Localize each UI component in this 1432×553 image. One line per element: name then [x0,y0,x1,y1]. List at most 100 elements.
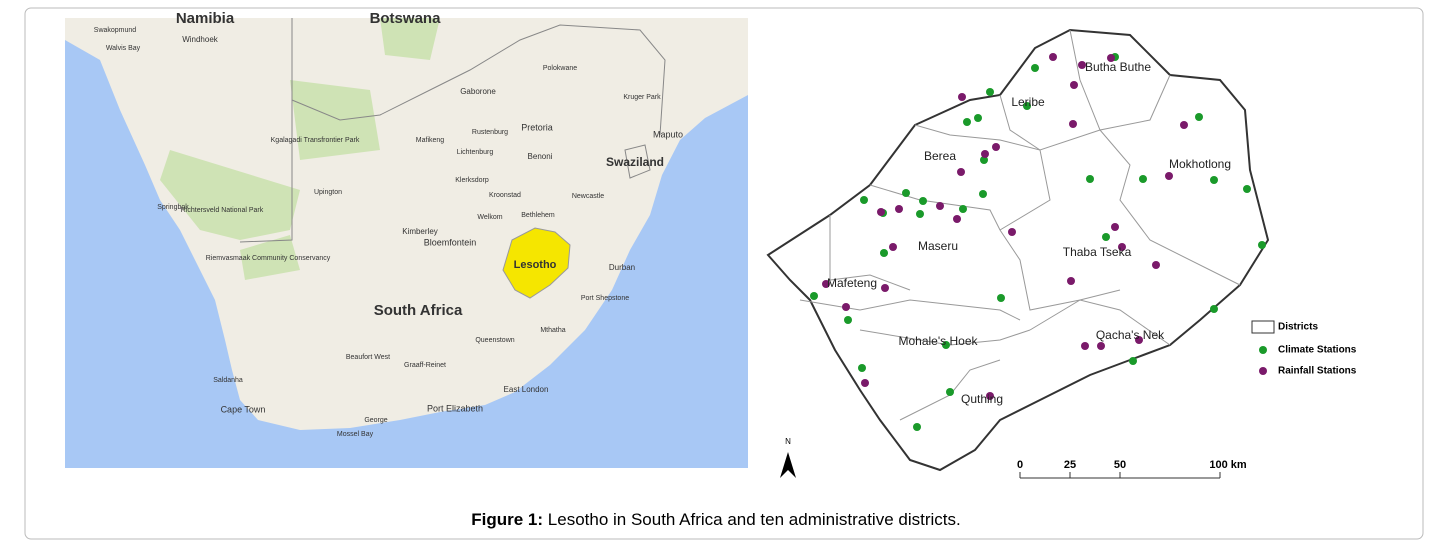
place-label: Beaufort West [346,354,390,361]
district-label: Leribe [1011,95,1045,109]
place-label: Newcastle [572,193,604,200]
climate-station [902,189,910,197]
border [624,144,651,179]
climate-station [974,114,982,122]
district-label: Berea [924,149,956,163]
place-label: Queenstown [475,337,514,344]
rainfall-station [889,243,897,251]
climate-station [979,190,987,198]
rainfall-station [881,284,889,292]
climate-station [1102,233,1110,241]
rainfall-station [822,280,830,288]
climate-station [980,156,988,164]
rainfall-station [1111,223,1119,231]
rainfall-station [936,202,944,210]
place-label: Bloemfontein [424,237,477,247]
place-label: Riemvasmaak Community Conservancy [206,255,331,262]
climate-station [946,388,954,396]
place-label: Mafikeng [416,137,445,144]
rainfall-station [1078,61,1086,69]
climate-station [919,197,927,205]
district-label: Mokhotlong [1169,157,1231,171]
place-label: Kimberley [402,227,438,236]
scale-label: 25 [1064,459,1076,471]
caption: Figure 1: Lesotho in South Africa and te… [471,510,960,529]
climate-station [916,210,924,218]
rainfall-station [1008,228,1016,236]
place-label: Bethlehem [521,212,555,219]
climate-station [1023,102,1031,110]
place-label: Mossel Bay [337,431,374,438]
climate-station [1129,357,1137,365]
place-label: Kruger Park [623,94,661,101]
rainfall-station [1097,342,1105,350]
climate-station [810,292,818,300]
district-label: Quthing [961,392,1003,406]
district-label: Maseru [918,239,958,253]
climate-station [913,423,921,431]
climate-station [986,88,994,96]
place-label: Klerksdorp [455,177,489,184]
climate-station [997,294,1005,302]
caption-label: Figure 1: [471,510,543,529]
district-label: Qacha's Nek [1096,328,1165,342]
legend-label: Rainfall Stations [1278,366,1357,377]
climate-station [1031,64,1039,72]
climate-station [1210,176,1218,184]
north-arrow [780,452,796,478]
rainfall-station [1081,342,1089,350]
climate-station [1086,175,1094,183]
climate-station [880,249,888,257]
place-label: Welkom [477,214,502,221]
legend-label: Districts [1278,322,1318,333]
rainfall-station [842,303,850,311]
rainfall-station [1135,336,1143,344]
rainfall-station [1152,261,1160,269]
rainfall-station [957,168,965,176]
place-label: Kroonstad [489,192,521,199]
rainfall-station [953,215,961,223]
place-label: Cape Town [221,404,266,414]
place-label: East London [504,385,549,394]
place-label: Maputo [653,129,683,139]
district-label: Mafeteng [827,276,877,290]
place-label: Namibia [176,10,235,27]
district-label: Butha Buthe [1085,60,1151,74]
lesotho-highlight [502,227,571,299]
rainfall-station [1118,243,1126,251]
land [65,18,748,430]
rainfall-station [1180,121,1188,129]
lesotho-outline [766,28,1270,472]
place-label: Benoni [528,152,553,161]
place-label: Graaff-Reinet [404,362,446,369]
climate-station [844,316,852,324]
climate-station [860,196,868,204]
place-label: Springbok [157,204,189,211]
place-label: Windhoek [182,35,219,44]
legend-district-swatch [1251,320,1275,334]
rainfall-station [1165,172,1173,180]
border [291,24,666,136]
legend-label: Climate Stations [1278,345,1357,356]
place-label: Lesotho [514,259,557,271]
rainfall-station [1070,81,1078,89]
climate-station [1210,305,1218,313]
climate-station [1195,113,1203,121]
legend-climate-swatch [1259,346,1267,354]
climate-station [942,341,950,349]
place-label: Rustenburg [472,129,508,136]
south-africa-map [65,18,748,468]
rainfall-station [992,143,1000,151]
rainfall-station [895,205,903,213]
border [239,18,293,243]
place-label: Port Shepstone [581,295,629,302]
place-label: South Africa [374,302,463,319]
scale-label: 0 [1017,459,1023,471]
rainfall-station [1107,54,1115,62]
climate-station [963,118,971,126]
district-borders [799,29,1241,421]
place-label: Kgalagadi Transfrontier Park [271,137,360,144]
stations [810,53,1266,431]
district-label: Mohale's Hoek [899,334,979,348]
